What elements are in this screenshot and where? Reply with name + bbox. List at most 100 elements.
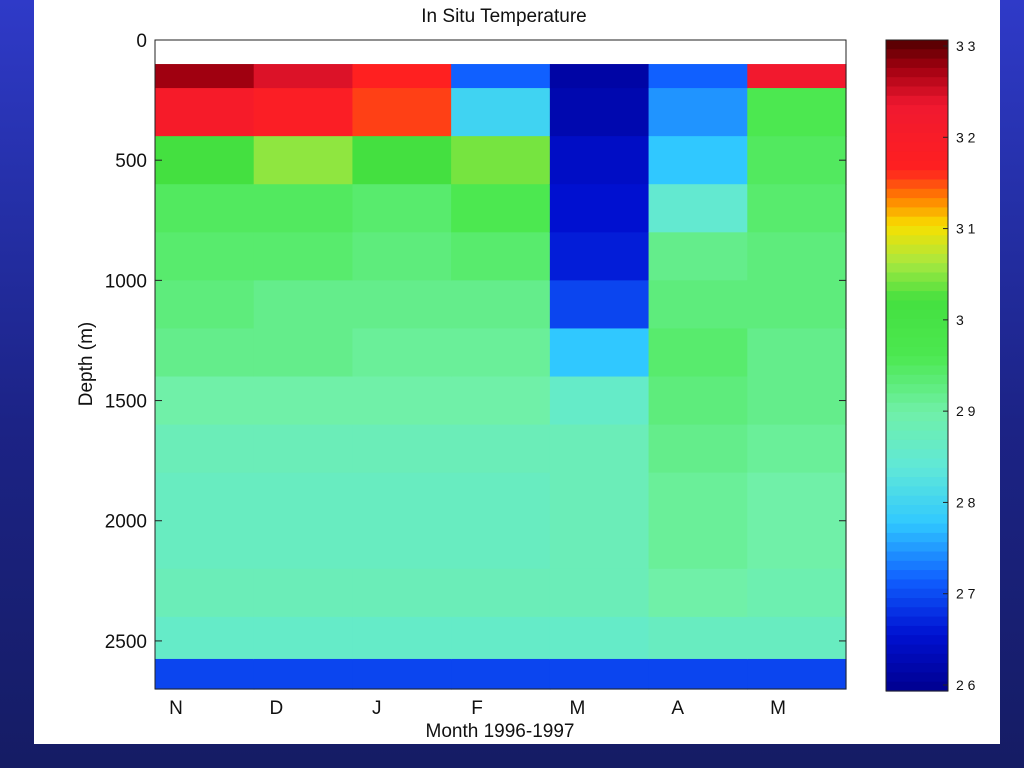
heatmap-cell — [747, 472, 847, 522]
heatmap-cell — [155, 232, 255, 281]
y-tick-label: 0 — [136, 31, 147, 52]
chart-title: In Situ Temperature — [421, 6, 586, 27]
heatmap-cell — [648, 88, 748, 137]
colorbar-swatch — [886, 393, 948, 404]
heatmap-cell — [747, 280, 847, 330]
heatmap-cell — [648, 658, 748, 690]
heatmap-cell — [253, 658, 354, 690]
y-tick-label: 2000 — [105, 512, 147, 533]
heatmap-cell — [549, 232, 650, 281]
colorbar-swatch — [886, 421, 948, 432]
y-tick-label: 2500 — [105, 632, 147, 653]
colorbar-swatch — [886, 133, 948, 143]
colorbar-swatch — [886, 384, 948, 394]
heatmap-cell — [352, 280, 452, 330]
colorbar-tick-label: 3 1 — [956, 221, 976, 237]
heatmap-cell — [549, 64, 650, 89]
colorbar-swatch — [886, 142, 948, 153]
heatmap-cell — [451, 136, 551, 185]
colorbar-swatch — [886, 365, 948, 376]
colorbar-swatch — [886, 263, 948, 274]
x-tick-label: F — [471, 698, 483, 719]
heatmap-cell — [352, 184, 452, 233]
colorbar-swatch — [886, 625, 948, 636]
colorbar-swatch — [886, 439, 948, 450]
heatmap-cell — [253, 136, 354, 185]
heatmap-cell — [648, 280, 748, 330]
heatmap-cell — [155, 520, 255, 570]
colorbar-swatch — [886, 681, 948, 692]
heatmap-cell — [747, 658, 847, 690]
heatmap-cell — [352, 376, 452, 426]
colorbar-swatch — [886, 672, 948, 683]
colorbar-swatch — [886, 291, 948, 301]
colorbar-tick-label: 3 — [956, 312, 964, 328]
heatmap-cell — [253, 184, 354, 233]
heatmap-cell — [747, 328, 847, 378]
heatmap-cell — [451, 658, 551, 690]
heatmap-cell — [451, 280, 551, 330]
colorbar-swatch — [886, 160, 948, 171]
heatmap-cell — [549, 328, 650, 378]
heatmap-cell — [648, 616, 748, 660]
heatmap-cell — [549, 376, 650, 426]
heatmap-cell — [155, 472, 255, 522]
heatmap-cell — [747, 376, 847, 426]
x-tick-label: N — [169, 698, 183, 719]
x-axis-label: Month 1996-1997 — [426, 721, 575, 742]
heatmap-cell — [648, 472, 748, 522]
colorbar-swatch — [886, 514, 948, 525]
heatmap-cell — [549, 568, 650, 618]
colorbar-swatch — [886, 560, 948, 571]
heatmap-cell — [747, 616, 847, 660]
colorbar-swatch — [886, 588, 948, 599]
x-tick-label: M — [569, 698, 585, 719]
colorbar-swatch — [886, 551, 948, 562]
colorbar-swatch — [886, 542, 948, 553]
colorbar-swatch — [886, 179, 948, 190]
colorbar-swatch — [886, 281, 948, 292]
colorbar-swatch — [886, 309, 948, 320]
heatmap-cell — [747, 88, 847, 137]
heatmap-cell — [155, 64, 255, 89]
heatmap-cell — [549, 136, 650, 185]
heatmap-cell — [253, 88, 354, 137]
slide-panel: In Situ Temperature 0 500 1000 1500 2000 2500… — [34, 0, 1000, 744]
heatmap-cell — [648, 64, 748, 89]
colorbar-swatch — [886, 188, 948, 199]
heatmap-cell — [155, 376, 255, 426]
plot-frame — [154, 39, 847, 690]
x-tick-label: D — [269, 698, 283, 719]
heatmap-cell — [451, 232, 551, 281]
heatmap-cell — [549, 88, 650, 137]
heatmap-cell — [253, 328, 354, 378]
y-tick-label: 500 — [115, 151, 147, 172]
colorbar-swatch — [886, 402, 948, 413]
heatmap-cell — [648, 232, 748, 281]
heatmap-cell — [352, 520, 452, 570]
colorbar-swatch — [886, 170, 948, 181]
y-tick-label: 1500 — [105, 392, 147, 413]
colorbar-swatch — [886, 653, 948, 664]
colorbar-tick-label: 3 3 — [956, 38, 976, 54]
heatmap-cells — [155, 64, 847, 690]
heatmap-cell — [155, 616, 255, 660]
x-tick-label: M — [770, 698, 786, 719]
heatmap-cell — [352, 616, 452, 660]
colorbar-swatch — [886, 244, 948, 255]
heatmap-cell — [352, 136, 452, 185]
heatmap-cell — [648, 520, 748, 570]
colorbar: 3 3 3 2 3 1 3 2 9 2 8 2 7 2 6 — [885, 38, 976, 693]
heatmap-cell — [451, 64, 551, 89]
colorbar-swatch — [886, 337, 948, 348]
heatmap-cell — [451, 520, 551, 570]
colorbar-swatch — [886, 198, 948, 208]
colorbar-swatch — [886, 532, 948, 543]
colorbar-swatch — [886, 505, 948, 515]
colorbar-swatch — [886, 226, 948, 236]
heatmap-cell — [549, 424, 650, 474]
x-tick-label: J — [372, 698, 382, 719]
heatmap-cell — [451, 184, 551, 233]
heatmap-cell — [253, 616, 354, 660]
heatmap-cell — [155, 280, 255, 330]
